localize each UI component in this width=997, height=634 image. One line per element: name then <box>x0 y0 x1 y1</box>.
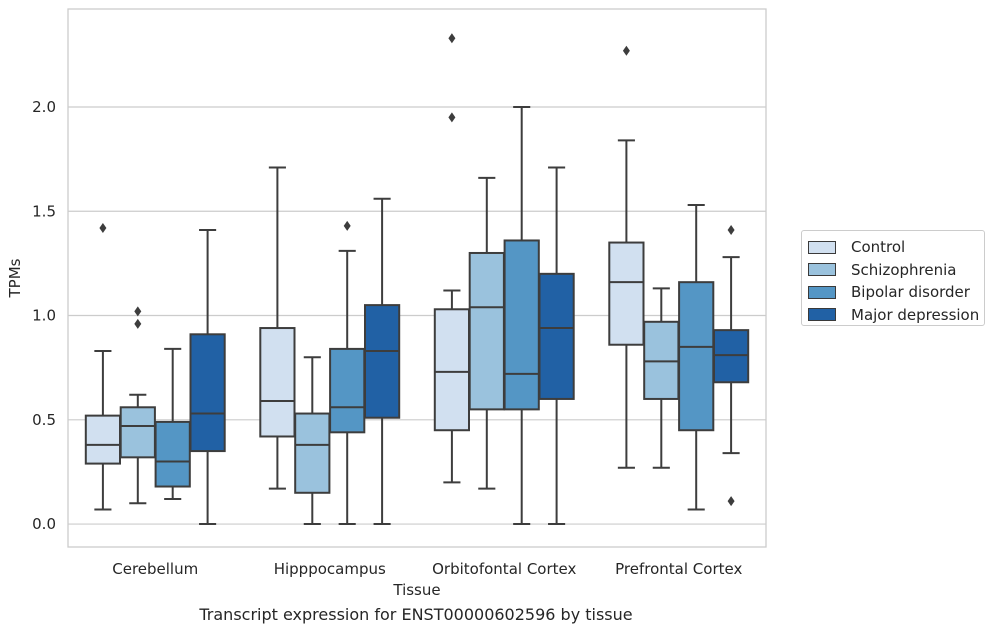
box-schizophrenia <box>119 306 156 505</box>
y-axis-label: TPMs <box>6 258 24 298</box>
iqr-box <box>468 251 505 411</box>
outlier-point <box>727 225 735 236</box>
box-control <box>259 166 296 490</box>
legend-label: Control <box>851 238 906 257</box>
iqr-box <box>363 304 401 419</box>
box-major-depression <box>189 229 226 526</box>
x-tick-label: Cerebellum <box>112 560 198 578</box>
legend-swatch <box>808 285 836 299</box>
x-tick-label: Orbitofontal Cortex <box>432 560 576 578</box>
legend-label: Major depression <box>851 305 980 324</box>
box-control <box>608 45 645 469</box>
iqr-box <box>294 412 331 494</box>
box-bipolar-disorder <box>503 106 540 526</box>
y-gridlines <box>68 106 766 525</box>
iqr-box <box>189 333 226 453</box>
outlier-point <box>134 318 142 329</box>
box-schizophrenia <box>468 176 505 490</box>
legend-label: Schizophrenia <box>851 260 957 279</box>
iqr-box <box>433 308 471 432</box>
plot-frame <box>67 8 767 548</box>
outlier-point <box>343 220 351 231</box>
outlier-point <box>727 496 735 507</box>
iqr-box <box>712 329 750 384</box>
legend: Control Schizophrenia Bipolar disorder Majo… <box>801 230 985 326</box>
box-major-depression <box>538 166 575 526</box>
x-tick-label: Hipppocampus <box>274 560 386 578</box>
iqr-box <box>538 272 575 400</box>
box-control <box>84 222 122 511</box>
box-bipolar-disorder <box>329 220 366 526</box>
outlier-point <box>99 222 107 233</box>
box-plot-area <box>84 33 750 526</box>
outlier-point <box>622 45 630 56</box>
iqr-box <box>119 406 156 459</box>
box-bipolar-disorder <box>678 204 715 511</box>
y-tick-label: 1.0 <box>32 307 56 325</box>
box-bipolar-disorder <box>154 347 191 501</box>
iqr-box <box>503 239 540 411</box>
iqr-box <box>259 327 296 438</box>
outlier-point <box>134 306 142 317</box>
outlier-point <box>448 33 456 44</box>
chart-caption: Transcript expression for ENST0000060259… <box>199 605 633 624</box>
box-control <box>433 33 471 484</box>
legend-item: Schizophrenia <box>808 259 984 282</box>
y-tick-labels: 0.0 0.5 1.0 1.5 2.0 <box>32 98 56 533</box>
legend-swatch <box>808 240 836 254</box>
iqr-box <box>154 420 191 488</box>
legend-swatch <box>808 263 836 277</box>
iqr-box <box>678 281 715 432</box>
outlier-point <box>448 112 456 123</box>
x-tick-labels: Cerebellum Hipppocampus Orbitofontal Corte… <box>112 560 742 578</box>
legend-item: Bipolar disorder <box>808 281 984 304</box>
iqr-box <box>329 347 366 434</box>
x-axis-label: Tissue <box>392 581 440 599</box>
y-tick-label: 0.0 <box>32 515 56 533</box>
x-tick-label: Prefrontal Cortex <box>615 560 742 578</box>
iqr-box <box>608 241 645 346</box>
box-major-depression <box>712 225 750 507</box>
y-tick-label: 1.5 <box>32 202 56 220</box>
legend-label: Bipolar disorder <box>851 283 970 302</box>
box-schizophrenia <box>294 356 331 526</box>
iqr-box <box>643 320 680 400</box>
iqr-box <box>84 414 122 465</box>
y-tick-label: 2.0 <box>32 98 56 116</box>
box-major-depression <box>363 197 401 526</box>
y-tick-label: 0.5 <box>32 411 56 429</box>
legend-item: Major depression <box>808 304 984 327</box>
box-schizophrenia <box>643 287 680 469</box>
legend-swatch <box>808 308 836 322</box>
legend-item: Control <box>808 236 984 259</box>
